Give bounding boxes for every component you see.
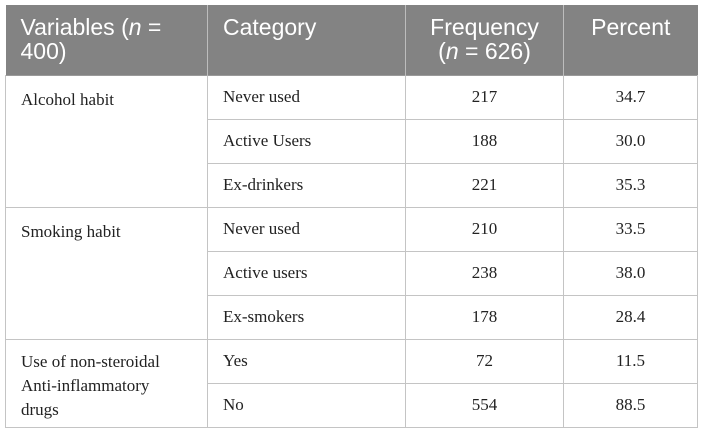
category-cell: Ex-drinkers — [207, 162, 406, 208]
percent-cell: 33.5 — [563, 206, 698, 252]
frequency-cell: 178 — [405, 294, 564, 340]
percent-cell: 11.5 — [563, 338, 698, 384]
table-header: Variables (n = 400) Category Frequency (n … — [5, 5, 698, 75]
category-cell: Active users — [207, 250, 406, 296]
table-row: Ex-drinkers 221 35.3 — [6, 162, 698, 208]
variable-cell: Alcohol habit — [5, 74, 208, 208]
header-variables: Variables (n = 400) — [5, 5, 208, 75]
frequency-cell: 188 — [405, 118, 564, 164]
header-category: Category — [207, 5, 406, 75]
header-variables-n: n — [128, 14, 142, 40]
percent-cell: 30.0 — [563, 118, 698, 164]
table-row: Ex-smokers 178 28.4 — [6, 294, 698, 340]
table-row: No 554 88.5 — [6, 382, 698, 428]
percent-cell: 28.4 — [563, 294, 698, 340]
percent-cell: 35.3 — [563, 162, 698, 208]
table-body: Alcohol habit Never used 217 34.7 Active… — [5, 74, 698, 428]
category-cell: No — [207, 382, 406, 428]
category-cell: Ex-smokers — [207, 294, 406, 340]
frequency-cell: 238 — [405, 250, 564, 296]
data-table: Variables (n = 400) Category Frequency (n … — [5, 5, 698, 428]
table-row: Use of non-steroidal Anti-inflammatory dru… — [5, 338, 698, 428]
percent-cell: 88.5 — [563, 382, 698, 428]
table-row: Active Users 188 30.0 — [6, 118, 698, 164]
header-frequency: Frequency (n = 626) — [405, 5, 564, 75]
frequency-cell: 554 — [405, 382, 564, 428]
category-cell: Never used — [207, 206, 406, 252]
percent-cell: 38.0 — [563, 250, 698, 296]
percent-cell: 34.7 — [563, 74, 698, 120]
category-cell: Yes — [207, 338, 406, 384]
frequency-cell: 72 — [405, 338, 564, 384]
category-cell: Never used — [207, 74, 406, 120]
frequency-cell: 210 — [405, 206, 564, 252]
table-row: Alcohol habit Never used 217 34.7 — [5, 74, 698, 208]
frequency-cell: 217 — [405, 74, 564, 120]
category-cell: Active Users — [207, 118, 406, 164]
table-row: Smoking habit Never used 210 33.5 — [5, 206, 698, 340]
variable-cell: Use of non-steroidal Anti-inflammatory dru… — [5, 338, 208, 428]
table-row: Active users 238 38.0 — [6, 250, 698, 296]
variable-cell: Smoking habit — [5, 206, 208, 340]
header-frequency-n: n — [445, 38, 459, 64]
header-percent: Percent — [563, 5, 698, 75]
frequency-cell: 221 — [405, 162, 564, 208]
header-row: Variables (n = 400) Category Frequency (n … — [5, 5, 698, 75]
